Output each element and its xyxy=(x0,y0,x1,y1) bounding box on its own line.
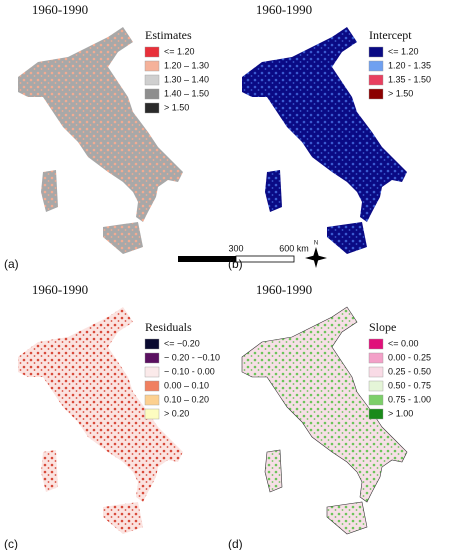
legend-swatch xyxy=(368,46,384,58)
panel-title: 1960-1990 xyxy=(256,282,312,297)
legend-swatch xyxy=(144,394,160,406)
legend-label: 0.10 – 0.20 xyxy=(164,394,209,404)
panel: 1960-1990 (b) Intercept <= 1.20 1.20 - 1.35 1… xyxy=(228,2,431,271)
legend-label: > 1.50 xyxy=(388,88,413,98)
legend-label: <= 1.20 xyxy=(388,46,419,56)
legend-swatch xyxy=(144,88,160,100)
panel-title: 1960-1990 xyxy=(32,282,88,297)
legend-swatch xyxy=(144,102,160,114)
legend-swatch xyxy=(368,88,384,100)
legend-swatch xyxy=(144,74,160,86)
scale-label: 600 km xyxy=(279,243,309,253)
legend-label: 1.40 – 1.50 xyxy=(164,88,209,98)
legend-label: > 0.20 xyxy=(164,408,189,418)
legend-swatch xyxy=(144,352,160,364)
panel-label: (d) xyxy=(228,537,243,550)
legend-swatch xyxy=(368,74,384,86)
legend-swatch xyxy=(368,352,384,364)
panel-title: 1960-1990 xyxy=(256,2,312,17)
legend-label: 0.00 - 0.25 xyxy=(388,352,431,362)
legend-swatch xyxy=(144,338,160,350)
legend-label: <= 0.00 xyxy=(388,338,419,348)
legend-title: Intercept xyxy=(369,28,412,42)
legend-label: − 0.20 - −0.10 xyxy=(164,352,220,362)
legend-swatch xyxy=(144,366,160,378)
panel-title: 1960-1990 xyxy=(32,2,88,17)
legend-label: <= 1.20 xyxy=(164,46,195,56)
legend-swatch xyxy=(144,46,160,58)
panel-label: (b) xyxy=(228,257,243,271)
legend-title: Estimates xyxy=(145,28,192,42)
panel: 1960-1990 (a) Estimates <= 1.20 1.20 – 1.30 1… xyxy=(4,2,209,271)
legend-swatch xyxy=(368,408,384,420)
legend-title: Residuals xyxy=(145,320,192,334)
legend-swatch xyxy=(368,338,384,350)
legend-label: 1.35 - 1.50 xyxy=(388,74,431,84)
panel: 1960-1990 (d) Slope <= 0.00 0.00 - 0.25 0.25 … xyxy=(228,282,431,550)
legend-label: 0.75 - 1.00 xyxy=(388,394,431,404)
panel-label: (c) xyxy=(4,537,18,550)
legend-label: > 1.00 xyxy=(388,408,413,418)
legend-swatch xyxy=(144,380,160,392)
north-label: N xyxy=(314,241,318,247)
legend-label: 0.25 - 0.50 xyxy=(388,366,431,376)
legend-label: − 0.10 - 0.00 xyxy=(164,366,215,376)
legend-swatch xyxy=(144,60,160,72)
panel: 1960-1990 (c) Residuals <= −0.20 − 0.20 - −0… xyxy=(4,282,220,550)
legend-swatch xyxy=(368,60,384,72)
legend-label: 1.30 – 1.40 xyxy=(164,74,209,84)
scale-label: 300 xyxy=(228,243,243,253)
legend-label: 0.50 - 0.75 xyxy=(388,380,431,390)
legend-swatch xyxy=(144,408,160,420)
legend-title: Slope xyxy=(369,320,396,334)
legend-label: 1.20 - 1.35 xyxy=(388,60,431,70)
legend-swatch xyxy=(368,366,384,378)
legend-label: 1.20 – 1.30 xyxy=(164,60,209,70)
panel-label: (a) xyxy=(4,257,19,271)
legend-label: <= −0.20 xyxy=(164,338,200,348)
north-arrow: N xyxy=(305,241,327,268)
legend-swatch xyxy=(368,380,384,392)
legend-swatch xyxy=(368,394,384,406)
legend-label: > 1.50 xyxy=(164,102,189,112)
scale-bar: 300 600 km xyxy=(178,243,309,263)
legend-label: 0.00 – 0.10 xyxy=(164,380,209,390)
